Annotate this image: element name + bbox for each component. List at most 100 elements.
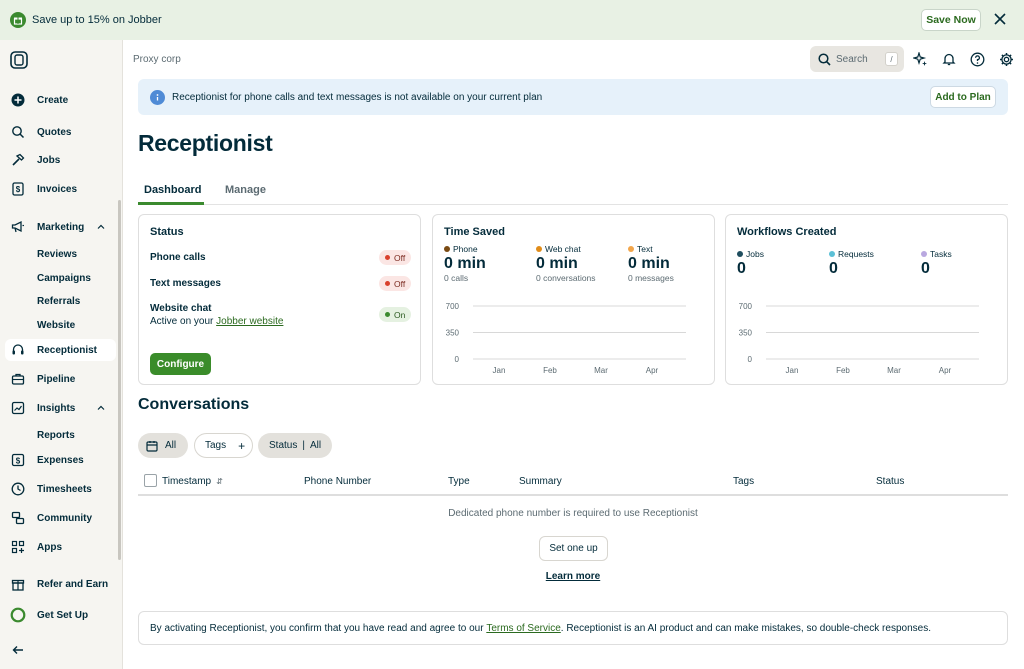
search-shortcut: /: [885, 52, 898, 66]
metric-tasks: Tasks 0: [921, 249, 952, 277]
metric-requests: Requests 0: [829, 249, 874, 277]
sidebar-item-label: Receptionist: [37, 344, 98, 356]
company-name[interactable]: Proxy corp: [133, 54, 181, 65]
filter-chip-date[interactable]: All: [138, 433, 188, 458]
y-tick-label: 0: [455, 355, 460, 364]
jobber-website-link[interactable]: Jobber website: [216, 316, 284, 327]
sparkle-ai-icon[interactable]: [912, 51, 928, 67]
sidebar-item-label: Invoices: [37, 183, 78, 195]
sidebar-item-insights[interactable]: Insights: [0, 397, 123, 419]
gift-icon: [10, 12, 26, 28]
sidebar-item-label: Jobs: [37, 154, 61, 166]
status-badge-text-messages: Off: [379, 276, 412, 291]
sidebar-item-refer-and-earn[interactable]: Refer and Earn: [0, 573, 123, 595]
search-input[interactable]: Search /: [810, 46, 904, 72]
y-tick-label: 700: [446, 302, 460, 311]
plus-circle-icon: [10, 92, 26, 108]
sidebar-item-label: Get Set Up: [37, 609, 89, 621]
sidebar-item-website[interactable]: Website: [37, 320, 76, 331]
sidebar-item-receptionist[interactable]: Receptionist: [5, 339, 116, 361]
sidebar-item-community[interactable]: Community: [0, 507, 123, 529]
jobber-logo-icon[interactable]: [10, 51, 28, 69]
status-label-phone-calls: Phone calls: [150, 252, 206, 263]
promo-banner: Save up to 15% on Jobber Save Now: [0, 0, 1024, 40]
sidebar-item-reviews[interactable]: Reviews: [37, 249, 78, 260]
filter-chip-status[interactable]: Status | All: [258, 433, 332, 458]
sidebar: Create Quotes Jobs $ Invoices Marketing …: [0, 40, 123, 669]
y-tick-label: 700: [739, 302, 753, 311]
tab-bar: Dashboard Manage: [138, 181, 1008, 205]
x-tick-label: Apr: [939, 366, 952, 375]
x-tick-label: Feb: [836, 366, 850, 375]
y-tick-label: 0: [748, 355, 753, 364]
sidebar-item-label: Insights: [37, 402, 76, 414]
sidebar-item-marketing[interactable]: Marketing: [0, 216, 123, 238]
sidebar-item-label: Refer and Earn: [37, 578, 109, 590]
y-tick-label: 350: [446, 329, 460, 338]
headset-icon: [10, 342, 26, 358]
metric-jobs: Jobs 0: [737, 249, 764, 277]
select-all-checkbox[interactable]: [144, 474, 157, 487]
notice-text: Receptionist for phone calls and text me…: [172, 91, 543, 103]
sidebar-item-label: Community: [37, 512, 92, 524]
add-to-plan-button[interactable]: Add to Plan: [930, 86, 996, 108]
sidebar-item-apps[interactable]: Apps: [0, 536, 123, 558]
sort-icon: ⇵: [216, 477, 223, 486]
sidebar-item-jobs[interactable]: Jobs: [0, 149, 123, 171]
conversations-table-header: Timestamp ⇵ Phone Number Type Summary Tag…: [138, 469, 1008, 496]
plan-notice-banner: Receptionist for phone calls and text me…: [138, 79, 1008, 115]
card-title: Workflows Created: [737, 226, 837, 238]
legend-dot: [921, 251, 927, 257]
tab-manage[interactable]: Manage: [225, 184, 266, 196]
configure-button[interactable]: Configure: [150, 353, 211, 375]
learn-more-text[interactable]: Learn more: [545, 571, 601, 582]
empty-state-message: Dedicated phone number is required to us…: [448, 508, 698, 519]
close-icon[interactable]: [992, 11, 1008, 27]
terms-notice: By activating Receptionist, you confirm …: [138, 611, 1008, 645]
sidebar-item-timesheets[interactable]: Timesheets: [0, 478, 123, 500]
settings-gear-icon[interactable]: [998, 51, 1014, 67]
column-header-type: Type: [448, 476, 470, 487]
svg-text:$: $: [16, 185, 21, 194]
apps-grid-icon: [10, 539, 26, 555]
promo-text: Save up to 15% on Jobber: [32, 14, 162, 26]
terms-of-service-link[interactable]: Terms of Service: [486, 622, 561, 634]
bell-icon[interactable]: [941, 51, 957, 67]
invoice-dollar-icon: $: [10, 181, 26, 197]
column-header-tags: Tags: [733, 476, 755, 487]
sidebar-item-quotes[interactable]: Quotes: [0, 121, 123, 143]
column-header-status: Status: [876, 476, 905, 487]
sidebar-item-referrals[interactable]: Referrals: [37, 296, 81, 307]
help-icon[interactable]: [969, 51, 985, 67]
x-tick-label: Mar: [887, 366, 901, 375]
x-tick-label: Jan: [493, 366, 506, 375]
chart-line-icon: [10, 400, 26, 416]
status-label-website-chat: Website chat: [150, 303, 212, 314]
sidebar-item-invoices[interactable]: $ Invoices: [0, 178, 123, 200]
y-tick-label: 350: [739, 329, 753, 338]
collapse-sidebar-button[interactable]: [0, 639, 123, 661]
sidebar-item-label: Apps: [37, 541, 62, 553]
x-tick-label: Mar: [594, 366, 608, 375]
column-header-timestamp[interactable]: Timestamp ⇵: [162, 476, 223, 487]
sidebar-item-expenses[interactable]: $ Expenses: [0, 449, 123, 471]
svg-text:$: $: [16, 457, 21, 466]
workflows-chart: 700 350 0 Jan Feb Mar Apr: [739, 302, 979, 375]
set-one-up-button[interactable]: Set one up: [539, 536, 608, 561]
metric-web-chat: Web chat 0 min 0 conversations: [536, 244, 596, 283]
sidebar-item-campaigns[interactable]: Campaigns: [37, 273, 91, 284]
filter-chip-tags[interactable]: Tags +: [194, 433, 253, 458]
sidebar-item-pipeline[interactable]: Pipeline: [0, 368, 123, 390]
website-chat-subtext: Active on your Jobber website: [150, 316, 284, 327]
sidebar-item-label: Marketing: [37, 221, 85, 233]
sidebar-item-reports[interactable]: Reports: [37, 430, 75, 441]
tab-dashboard[interactable]: Dashboard: [144, 184, 202, 196]
sidebar-item-get-set-up[interactable]: Get Set Up: [0, 604, 123, 626]
megaphone-icon: [10, 219, 26, 235]
sidebar-scrollbar[interactable]: [118, 200, 121, 560]
save-now-button[interactable]: Save Now: [921, 9, 981, 31]
sidebar-item-create[interactable]: Create: [0, 89, 123, 111]
sidebar-item-label: Timesheets: [37, 483, 92, 495]
sidebar-item-label: Create: [37, 94, 69, 106]
legend-dot: [444, 246, 450, 252]
